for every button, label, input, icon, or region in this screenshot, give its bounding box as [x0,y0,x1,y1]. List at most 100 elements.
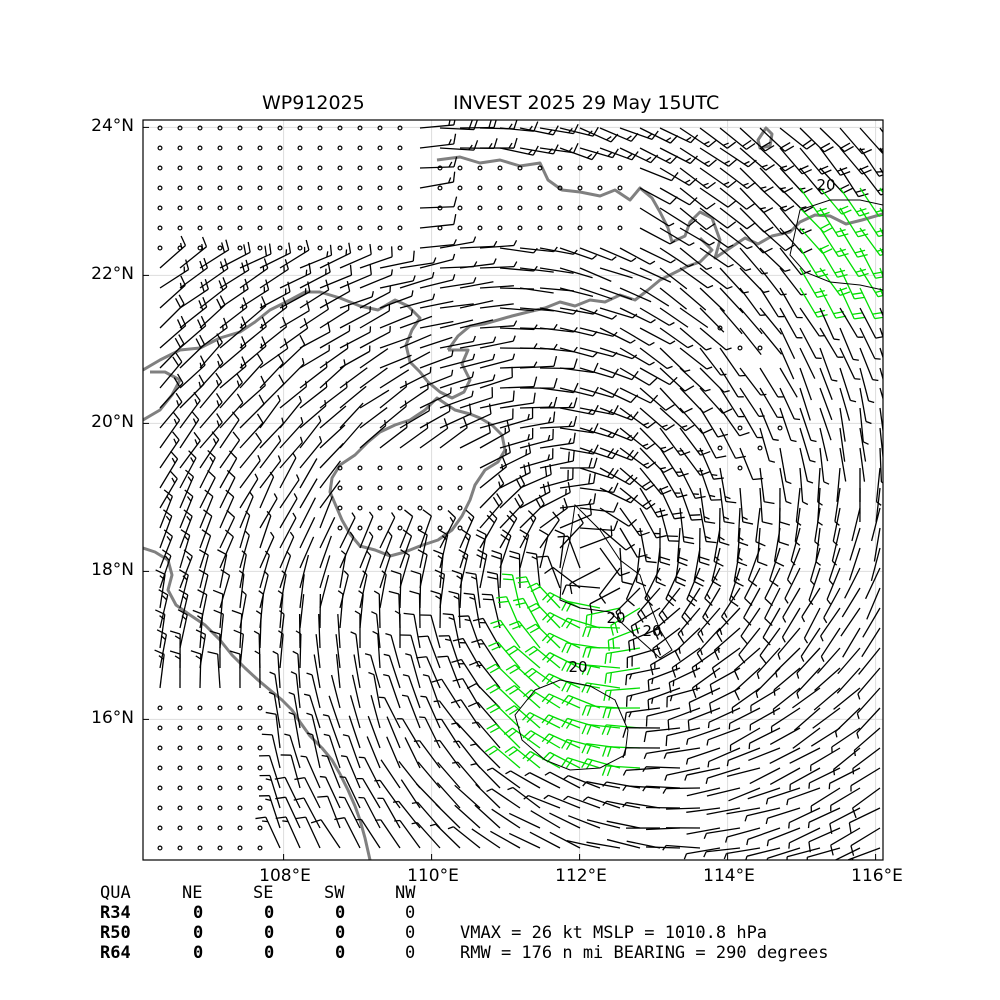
wind-barb [758,528,768,566]
wind-barb-feather [745,269,751,271]
wind-barb [809,568,820,605]
wind-barb-shaft [720,308,742,334]
wind-barb-feather [786,481,791,483]
wind-barb-feather [338,591,343,594]
wind-barb-feather [515,498,520,507]
calm-wind-marker [338,526,342,530]
wind-barb-feather [451,659,461,662]
wind-barb [720,308,742,334]
wind-barb-feather [472,372,473,378]
wind-barb [487,664,520,688]
wind-barb-shaft [420,167,454,168]
wind-barb-feather [213,590,223,594]
wind-barb [232,611,242,648]
wind-barb-feather [242,591,246,595]
wind-barb [638,588,660,622]
calm-wind-marker [358,486,362,490]
calm-wind-marker [238,146,242,150]
wind-barb [260,511,271,548]
wind-barb [380,355,412,368]
wind-barb-feather [301,756,307,757]
wind-barb-feather [485,746,494,752]
wind-barb [280,571,286,608]
calm-wind-marker [398,146,402,150]
calm-wind-marker [258,806,262,810]
wind-barb-feather [418,636,428,637]
calm-wind-marker [178,206,182,210]
wind-barb-feather [370,264,371,274]
wind-barb-feather [764,291,770,292]
calm-wind-marker [218,826,222,830]
wind-barb-feather [613,639,614,649]
wind-barb-feather [409,591,419,594]
wind-barb-feather [803,140,812,146]
calm-wind-marker [178,806,182,810]
calm-wind-marker [158,166,162,170]
wind-barb [220,510,235,548]
wind-barb [836,708,860,737]
wind-barb-shaft [498,642,520,668]
wind-barb [583,782,620,788]
wind-barb [735,668,760,700]
wind-barb-feather [187,516,191,521]
wind-barb [418,762,440,788]
wind-barb-feather [219,280,223,290]
calm-wind-marker [338,246,342,250]
wind-barb-shaft [387,737,400,768]
wind-barb-feather [643,444,648,446]
wind-barb [620,328,654,345]
wind-barb [525,646,560,668]
wind-barb-shaft [492,809,520,828]
wind-barb-feather [803,249,812,253]
wind-barb-feather [282,821,288,822]
wind-barb-shaft [480,267,514,268]
wind-barb-feather [594,363,598,373]
calm-wind-marker [278,146,282,150]
calm-wind-marker [758,346,762,350]
table-cell: 0 [405,923,415,943]
wind-barb-shaft [414,615,420,648]
table-cell: 0 [335,923,345,943]
wind-barb-feather [707,740,708,746]
wind-barb-shaft [666,788,700,789]
wind-barb-shaft [439,701,460,728]
wind-barb [720,348,745,376]
wind-barb-feather [685,180,690,183]
wind-barb [811,788,840,812]
wind-barb-feather [843,188,852,193]
wind-barb-feather [583,627,586,637]
wind-barb-shaft [778,628,800,654]
wind-barb-shaft [417,823,440,848]
wind-barb-feather [869,401,875,403]
contour-label: 20 [816,176,835,194]
wind-barb [692,668,720,698]
wind-barb-shaft [600,328,630,343]
wind-barb [200,470,215,508]
wind-barb-feather [574,398,577,408]
wind-barb [340,551,346,588]
wind-barb-feather [248,242,250,252]
wind-barb-feather [811,440,817,441]
wind-barb-feather [699,562,709,565]
wind-barb [745,568,760,606]
wind-barb [254,631,260,668]
wind-barb-feather [509,709,518,715]
calm-wind-marker [358,126,362,130]
calm-wind-marker [158,246,162,250]
wind-barb-feather [574,347,578,352]
wind-barb-feather [740,433,750,436]
wind-barb-feather [213,439,216,444]
calm-wind-marker [318,206,322,210]
wind-barb-shaft [420,182,453,188]
wind-barb [700,208,736,228]
wind-barb [523,751,560,768]
wind-barb-feather [766,858,767,864]
wind-barb-feather [881,482,886,485]
wind-barb-feather [258,455,260,460]
calm-wind-marker [258,786,262,790]
wind-barb-shaft [757,648,780,673]
wind-barb-shaft [580,368,613,378]
calm-wind-marker [258,746,262,750]
wind-barb-feather [582,724,586,734]
wind-barb-shaft [360,368,387,388]
